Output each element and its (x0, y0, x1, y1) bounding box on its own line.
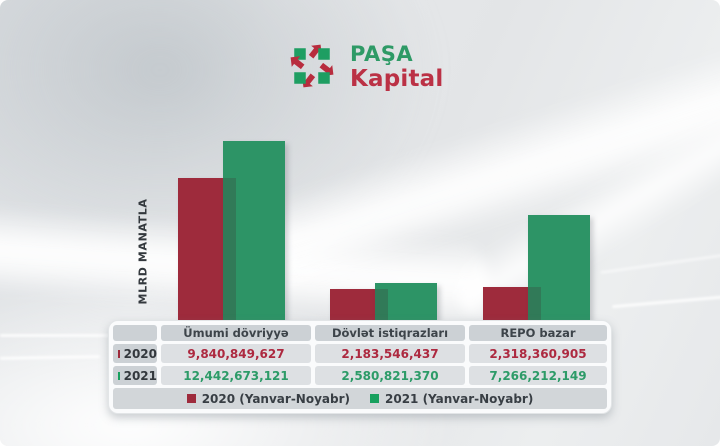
legend-item-2020: 2020 (Yanvar-Noyabr) (186, 391, 350, 406)
pasha-pinwheel-icon (288, 41, 336, 91)
logo-title: PAŞA (350, 42, 414, 66)
table-corner-cell (113, 325, 157, 341)
bar-overlap-umumi-dovriyye (223, 178, 236, 320)
value-2020-repo: 2,318,360,905 (469, 344, 607, 363)
background-streak (600, 252, 720, 275)
bar-overlap-dovlet-istiqrazlari (375, 288, 388, 320)
table-header-row: Ümumi dövriyyə Dövlət istiqrazları REPO … (113, 325, 607, 341)
value-2021-umumi: 12,442,673,121 (161, 366, 311, 385)
red-swatch-icon (186, 394, 196, 403)
red-swatch-icon (118, 349, 120, 358)
row-label-text: 2021 (123, 368, 157, 383)
value-2020-dovlet: 2,183,546,437 (315, 344, 465, 363)
value-2021-repo: 7,266,212,149 (469, 366, 607, 385)
data-table: Ümumi dövriyyə Dövlət istiqrazları REPO … (108, 320, 612, 414)
column-header-umumi-dovriyye: Ümumi dövriyyə (161, 325, 311, 341)
value-2020-umumi: 9,840,849,627 (161, 344, 311, 363)
background-streak (612, 294, 720, 309)
logo-subtitle: Kapital (350, 66, 444, 92)
bar-group-repo-bazar (483, 90, 590, 320)
table-row-2020: 2020 9,840,849,627 2,183,546,437 2,318,3… (113, 344, 607, 363)
bar-group-umumi-dovriyye (178, 90, 285, 320)
legend-label: 2021 (Yanvar-Noyabr) (385, 391, 534, 406)
chart-legend: 2020 (Yanvar-Noyabr) 2021 (Yanvar-Noyabr… (113, 388, 607, 409)
column-header-dovlet-istiqrazlari: Dövlət istiqrazları (315, 325, 465, 341)
background-streak (0, 334, 120, 337)
pasha-kapital-logo: PAŞA Kapital (288, 41, 444, 91)
row-label-2020: 2020 (113, 344, 157, 363)
legend-item-2021: 2021 (Yanvar-Noyabr) (370, 392, 533, 406)
value-2021-dovlet: 2,580,821,370 (315, 366, 465, 385)
column-header-repo-bazar: REPO bazar (469, 325, 607, 341)
bar-overlap-repo-bazar (528, 286, 541, 320)
green-swatch-icon (370, 394, 379, 403)
legend-label: 2020 (Yanvar-Noyabr) (201, 391, 350, 406)
green-swatch-icon (118, 371, 120, 380)
row-label-2021: 2021 (113, 366, 157, 385)
background-streak (0, 355, 101, 360)
row-label-text: 2020 (123, 346, 157, 361)
bar-group-dovlet-istiqrazlari (330, 90, 437, 320)
table-row-2021: 2021 12,442,673,121 2,580,821,370 7,266,… (113, 366, 607, 385)
